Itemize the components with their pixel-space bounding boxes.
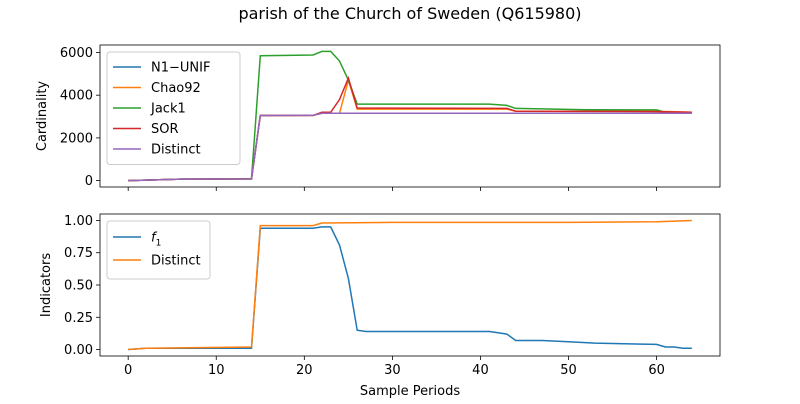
y-axis-label: Cardinality	[35, 81, 50, 152]
y-tick-label: 1.00	[64, 214, 93, 229]
x-tick-label: 0	[124, 363, 132, 378]
x-tick-label: 30	[384, 363, 401, 378]
legend-label: SOR	[151, 122, 179, 137]
series-line-f1	[128, 226, 692, 351]
legend-label: N1−UNIF	[151, 61, 210, 76]
legend-box	[106, 220, 211, 280]
y-tick-label: 4000	[60, 89, 93, 104]
legend-label: f1	[151, 231, 161, 249]
legend-label: Distinct	[151, 254, 201, 269]
y-axis-label: Indicators	[39, 253, 54, 317]
bottom-panel: 0 10 20 30 40 50 60 0.00 0.25 0.50 0.75 1.00 Indicat…	[39, 213, 721, 378]
axes-frame	[99, 44, 721, 188]
top-panel: 0 2000 4000 6000 Cardinality N1−UNIF Chao92 Jac…	[35, 44, 721, 191]
legend-label: Distinct	[151, 143, 201, 158]
x-axis-label: Sample Periods	[360, 384, 460, 399]
legend-label: Chao92	[151, 81, 201, 96]
y-tick-label: 0	[85, 174, 93, 189]
y-tick-label: 2000	[60, 131, 93, 146]
x-tick-label: 40	[472, 363, 489, 378]
y-tick-label: 0.75	[64, 246, 93, 261]
legend: f1 Distinct	[106, 220, 211, 280]
legend: N1−UNIF Chao92 Jack1 SOR Distinct	[106, 51, 241, 165]
chart-title: parish of the Church of Sweden (Q615980)	[238, 4, 581, 23]
legend-label: Jack1	[150, 102, 186, 117]
series-line-distinct	[128, 219, 692, 351]
y-tick-label: 0.00	[64, 343, 93, 358]
y-tick-label: 0.50	[64, 279, 93, 294]
y-tick-label: 6000	[60, 46, 93, 61]
series-line-distinct	[128, 112, 692, 182]
y-tick-label: 0.25	[64, 311, 93, 326]
x-tick-label: 10	[208, 363, 225, 378]
x-tick-label: 60	[648, 363, 665, 378]
x-tick-label: 50	[560, 363, 577, 378]
x-tick-label: 20	[296, 363, 313, 378]
legend-box	[106, 51, 241, 165]
